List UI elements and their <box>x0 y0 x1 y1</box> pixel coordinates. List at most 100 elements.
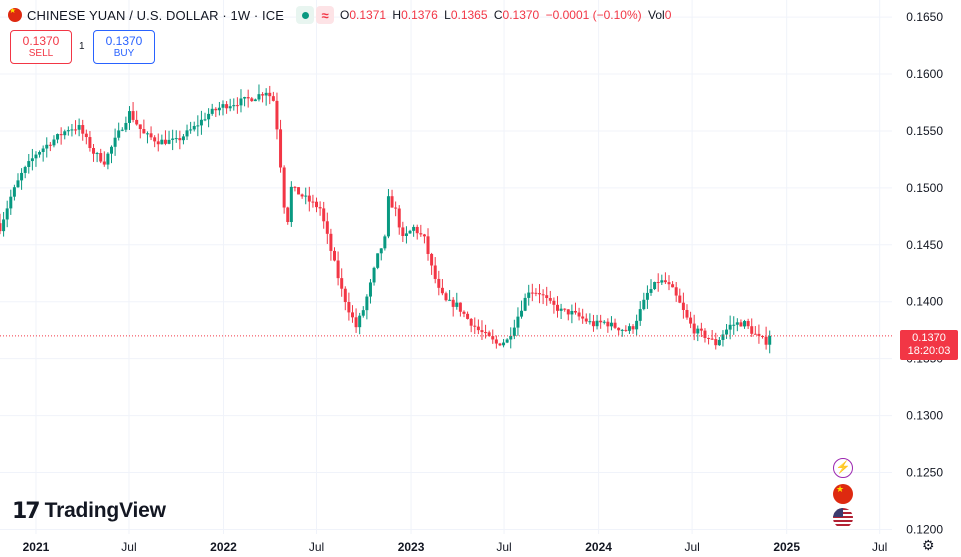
candle-body <box>681 302 685 310</box>
candle-body <box>548 298 552 301</box>
buy-button[interactable]: 0.1370 BUY <box>93 30 155 64</box>
price-axis[interactable]: 0.12000.12500.13000.13500.14000.14500.15… <box>906 10 943 536</box>
candle-body <box>505 339 509 343</box>
sell-button[interactable]: 0.1370 SELL <box>10 30 72 64</box>
candle-body <box>480 330 484 333</box>
x-tick-label: Jul <box>121 540 136 554</box>
candle-body <box>163 139 167 144</box>
candle-body <box>437 278 441 288</box>
candle-body <box>595 320 599 327</box>
bolt-icon[interactable]: ⚡ <box>833 458 853 478</box>
candle-body <box>473 325 477 327</box>
candle-body <box>120 129 124 131</box>
wave-icon[interactable]: ≈ <box>316 6 335 24</box>
y-tick-label: 0.1300 <box>906 409 943 423</box>
candle-body <box>149 133 153 138</box>
candle-body <box>311 201 315 203</box>
candle-body <box>74 129 78 131</box>
candle-body <box>491 336 495 340</box>
y-tick-label: 0.1500 <box>906 181 943 195</box>
y-tick-label: 0.1200 <box>906 522 943 536</box>
candle-body <box>620 329 624 331</box>
x-tick-label: Jul <box>309 540 324 554</box>
candle-body <box>243 97 247 99</box>
candle-body <box>577 312 581 317</box>
candles <box>0 84 772 354</box>
candle-body <box>653 282 657 290</box>
candle-body <box>307 195 311 202</box>
candle-body <box>77 125 81 130</box>
candle-body <box>516 316 520 328</box>
candle-body <box>753 333 757 335</box>
candle-body <box>34 154 38 159</box>
candle-body <box>135 119 139 125</box>
y-tick-label: 0.1250 <box>906 466 943 480</box>
candle-body <box>81 125 85 134</box>
candle-body <box>530 292 534 294</box>
candle-body <box>534 292 538 294</box>
candle-body <box>768 335 772 345</box>
candle-body <box>476 326 480 331</box>
candle-body <box>743 321 747 327</box>
candle-body <box>221 104 225 108</box>
candle-body <box>649 289 653 293</box>
candle-body <box>167 139 171 144</box>
candle-body <box>631 326 635 330</box>
candle-body <box>703 330 707 338</box>
ohlc-values: O0.1371 H0.1376 L0.1365 C0.1370 −0.0001 … <box>340 8 672 22</box>
candle-body <box>279 129 283 168</box>
candle-body <box>617 327 621 331</box>
symbol-title[interactable]: CHINESE YUAN / U.S. DOLLAR · 1W · ICE <box>27 7 285 23</box>
candle-body <box>674 287 678 296</box>
candle-body <box>624 329 628 331</box>
candle-body <box>99 153 103 162</box>
last-price-tag: 0.1370 18:20:03 <box>900 330 958 360</box>
candle-body <box>0 223 2 232</box>
candle-body <box>642 299 646 310</box>
open-value: 0.1371 <box>349 8 387 22</box>
candle-body <box>228 106 232 109</box>
candle-body <box>408 230 412 234</box>
candle-body <box>5 208 9 220</box>
candle-body <box>484 332 488 334</box>
candle-body <box>487 332 491 337</box>
candle-body <box>545 295 549 299</box>
candle-body <box>70 129 74 131</box>
candle-body <box>552 300 556 305</box>
settings-icon[interactable]: ⚙ <box>922 537 935 553</box>
candle-body <box>52 139 56 146</box>
china-flag-icon[interactable] <box>833 484 853 504</box>
candle-body <box>397 208 401 228</box>
candle-body <box>178 138 182 141</box>
candle-body <box>692 323 696 334</box>
candle-body <box>746 321 750 327</box>
candle-body <box>696 328 700 334</box>
candle-body <box>368 282 372 297</box>
candle-body <box>645 292 649 300</box>
last-price-label: 0.1370 <box>912 332 946 344</box>
candle-body <box>602 321 606 323</box>
candle-body <box>739 322 743 327</box>
candle-body <box>325 221 329 234</box>
y-tick-label: 0.1400 <box>906 295 943 309</box>
candle-body <box>95 153 99 155</box>
candle-body <box>315 201 319 208</box>
candle-body <box>20 172 24 181</box>
candle-body <box>412 226 416 231</box>
candle-body <box>383 236 387 249</box>
candle-body <box>591 321 595 327</box>
candle-body <box>275 100 279 130</box>
candle-body <box>232 105 236 107</box>
time-axis[interactable]: 2021 Jul 2022 Jul 2023 Jul 2024 Jul 2025 Jul <box>23 540 888 554</box>
y-tick-label: 0.1650 <box>906 10 943 24</box>
candle-body <box>142 129 146 134</box>
candle-body <box>124 122 128 130</box>
candle-body <box>430 253 434 266</box>
candle-body <box>570 310 574 315</box>
candle-body <box>638 309 642 321</box>
candle-body <box>171 138 175 140</box>
market-status-icon[interactable] <box>296 6 315 24</box>
us-flag-icon[interactable] <box>833 508 853 528</box>
candle-body <box>84 133 88 138</box>
